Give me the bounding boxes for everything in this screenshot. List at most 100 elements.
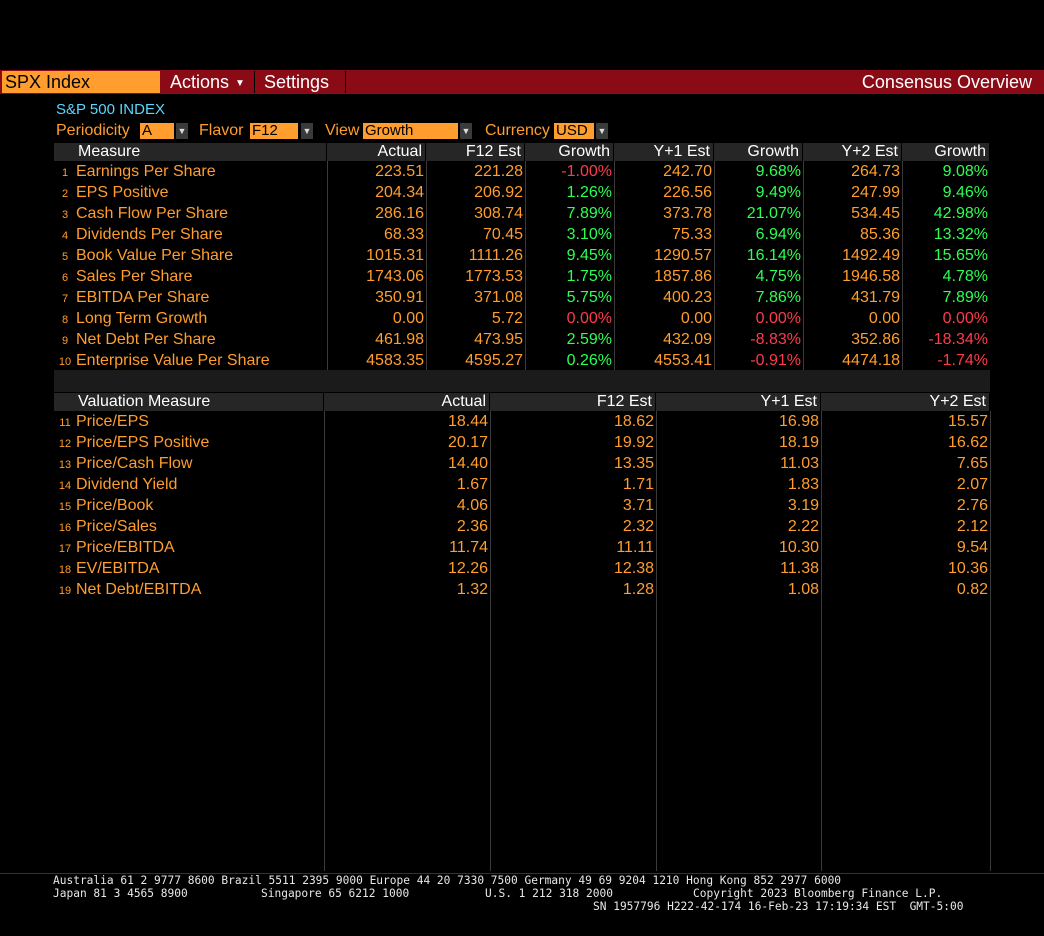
column-divider [902, 161, 903, 371]
table-row[interactable]: 12 Price/EPS Positive 20.17 19.92 18.19 16.62 [54, 432, 990, 453]
cell-growth-f12: 2.59% [566, 331, 612, 348]
col-header-y2-est[interactable]: Y+2 Est [821, 393, 990, 411]
cell-y2-est: 247.99 [851, 184, 900, 201]
measure-label[interactable]: Sales Per Share [76, 268, 193, 285]
flavor-dropdown-icon[interactable]: ▼ [301, 123, 313, 139]
measure-label[interactable]: Net Debt Per Share [76, 331, 216, 348]
cell-actual: 0.00 [392, 310, 424, 327]
cell-f12-est: 18.62 [613, 413, 654, 430]
col-header-f12-est[interactable]: F12 Est [490, 393, 656, 411]
footer-contacts-line1: Australia 61 2 9777 8600 Brazil 5511 239… [53, 874, 842, 887]
cell-actual: 204.34 [375, 184, 424, 201]
table-row[interactable]: 19 Net Debt/EBITDA 1.32 1.28 1.08 0.82 [54, 579, 990, 600]
view-dropdown-icon[interactable]: ▼ [460, 123, 472, 139]
col-header-growth-y2[interactable]: Growth [902, 143, 990, 161]
table-row[interactable]: 10 Enterprise Value Per Share 4583.35 4595.… [54, 350, 990, 371]
col-header-actual[interactable]: Actual [324, 393, 490, 411]
measure-label[interactable]: EBITDA Per Share [76, 289, 210, 306]
actions-label: Actions [170, 72, 230, 92]
table-row[interactable]: 14 Dividend Yield 1.67 1.71 1.83 2.07 [54, 474, 990, 495]
table-row[interactable]: 5 Book Value Per Share 1015.31 1111.26 9.45%… [54, 245, 990, 266]
measure-label[interactable]: EPS Positive [76, 184, 169, 201]
measure-label[interactable]: Dividend Yield [76, 476, 178, 493]
cell-growth-f12: -1.00% [561, 163, 612, 180]
col-header-y2-est[interactable]: Y+2 Est [803, 143, 902, 161]
row-number: 8 [61, 314, 69, 326]
cell-measure: 10 Enterprise Value Per Share [54, 350, 327, 371]
cell-actual: 350.91 [375, 289, 424, 306]
cell-valuation-measure: 14 Dividend Yield [54, 474, 324, 495]
cell-actual: 1743.06 [366, 268, 424, 285]
table-row[interactable]: 1 Earnings Per Share 223.51 221.28 -1.00% 242… [54, 161, 990, 182]
table-row[interactable]: 15 Price/Book 4.06 3.71 3.19 2.76 [54, 495, 990, 516]
table-row[interactable]: 16 Price/Sales 2.36 2.32 2.22 2.12 [54, 516, 990, 537]
measure-label[interactable]: Long Term Growth [76, 310, 208, 327]
currency-select[interactable]: USD [554, 123, 594, 139]
col-header-measure[interactable]: Measure [54, 143, 327, 161]
cell-f12-est: 11.11 [616, 539, 654, 556]
table-row[interactable]: 17 Price/EBITDA 11.74 11.11 10.30 9.54 [54, 537, 990, 558]
col-header-f12-est[interactable]: F12 Est [426, 143, 525, 161]
table-row[interactable]: 13 Price/Cash Flow 14.40 13.35 11.03 7.65 [54, 453, 990, 474]
table-row[interactable]: 7 EBITDA Per Share 350.91 371.08 5.75% 400.23… [54, 287, 990, 308]
table-row[interactable]: 6 Sales Per Share 1743.06 1773.53 1.75% 1857.… [54, 266, 990, 287]
cell-f12-est: 3.71 [622, 497, 654, 514]
table-row[interactable]: 11 Price/EPS 18.44 18.62 16.98 15.57 [54, 411, 990, 432]
cell-actual: 223.51 [375, 163, 424, 180]
col-header-y1-est[interactable]: Y+1 Est [614, 143, 714, 161]
actions-menu[interactable]: Actions ▼ [162, 71, 255, 93]
measure-label[interactable]: Price/EPS [76, 413, 149, 430]
cell-y2-est: 0.82 [956, 581, 988, 598]
cell-growth-y2: -18.34% [928, 331, 988, 348]
measure-label[interactable]: Book Value Per Share [76, 247, 234, 264]
measure-label[interactable]: Price/Cash Flow [76, 455, 193, 472]
measure-label[interactable]: Price/EPS Positive [76, 434, 210, 451]
cell-f12-est: 70.45 [482, 226, 523, 243]
col-header-growth-y1[interactable]: Growth [714, 143, 803, 161]
measure-label[interactable]: Dividends Per Share [76, 226, 223, 243]
column-divider [324, 411, 325, 871]
settings-menu[interactable]: Settings [256, 71, 346, 93]
measure-label[interactable]: Earnings Per Share [76, 163, 216, 180]
currency-dropdown-icon[interactable]: ▼ [596, 123, 608, 139]
cell-f12-est: 1.28 [622, 581, 654, 598]
measure-label[interactable]: Price/Sales [76, 518, 157, 535]
table-row[interactable]: 3 Cash Flow Per Share 286.16 308.74 7.89% 373… [54, 203, 990, 224]
view-select[interactable]: Growth [363, 123, 458, 139]
cell-y2-est: 431.79 [851, 289, 900, 306]
cell-growth-y1: 4.75% [755, 268, 801, 285]
measure-label[interactable]: Price/Book [76, 497, 154, 514]
cell-y1-est: 1290.57 [654, 247, 712, 264]
col-header-actual[interactable]: Actual [327, 143, 426, 161]
cell-y1-est: 242.70 [663, 163, 712, 180]
measure-label[interactable]: EV/EBITDA [76, 560, 160, 577]
col-header-y1-est[interactable]: Y+1 Est [656, 393, 821, 411]
row-number: 13 [58, 459, 72, 471]
cell-growth-f12: 7.89% [566, 205, 612, 222]
column-divider [656, 411, 657, 871]
table-row[interactable]: 8 Long Term Growth 0.00 5.72 0.00% 0.00 0.00% 0… [54, 308, 990, 329]
table-row[interactable]: 4 Dividends Per Share 68.33 70.45 3.10% 75.33… [54, 224, 990, 245]
flavor-select[interactable]: F12 [250, 123, 298, 139]
cell-growth-y1: -8.83% [750, 331, 801, 348]
measure-label[interactable]: Price/EBITDA [76, 539, 175, 556]
periodicity-dropdown-icon[interactable]: ▼ [176, 123, 188, 139]
table-row[interactable]: 9 Net Debt Per Share 461.98 473.95 2.59% 432.… [54, 329, 990, 350]
measure-label[interactable]: Enterprise Value Per Share [76, 352, 270, 369]
table-row[interactable]: 18 EV/EBITDA 12.26 12.38 11.38 10.36 [54, 558, 990, 579]
row-number: 1 [61, 167, 69, 179]
cell-measure: 9 Net Debt Per Share [54, 329, 327, 350]
footer: Australia 61 2 9777 8600 Brazil 5511 239… [0, 873, 1044, 936]
col-header-valuation-measure[interactable]: Valuation Measure [54, 393, 324, 411]
cell-measure: 7 EBITDA Per Share [54, 287, 327, 308]
table-row[interactable]: 2 EPS Positive 204.34 206.92 1.26% 226.56 9.49… [54, 182, 990, 203]
ticker-field[interactable]: SPX Index [2, 71, 160, 93]
periodicity-select[interactable]: A [140, 123, 174, 139]
cell-actual: 4583.35 [366, 352, 424, 369]
col-header-growth-f12[interactable]: Growth [525, 143, 614, 161]
cell-growth-y1: -0.91% [750, 352, 801, 369]
caret-down-icon: ▼ [235, 78, 245, 89]
measure-label[interactable]: Net Debt/EBITDA [76, 581, 202, 598]
cell-actual: 2.36 [456, 518, 488, 535]
measure-label[interactable]: Cash Flow Per Share [76, 205, 229, 222]
